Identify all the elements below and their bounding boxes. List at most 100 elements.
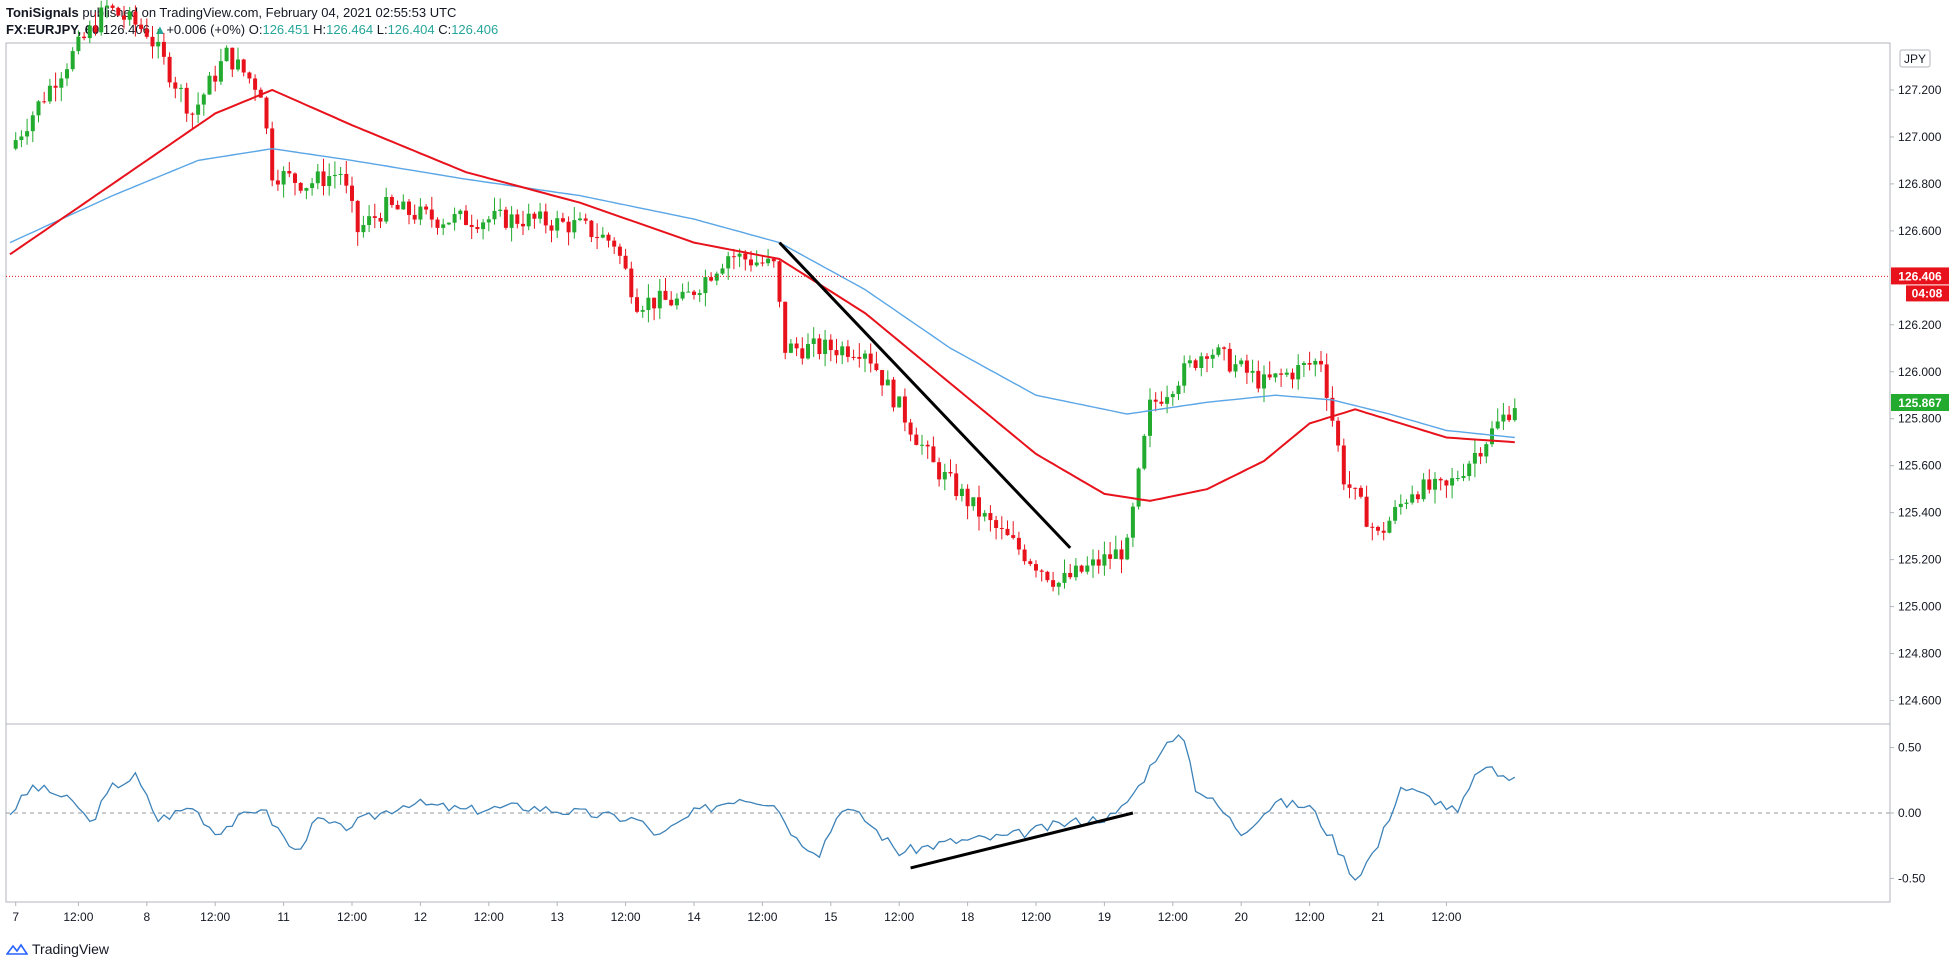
- candle: [207, 71, 212, 95]
- last-price-badge: 126.406 04:08: [1891, 267, 1949, 302]
- candle: [264, 96, 269, 135]
- candle: [595, 223, 600, 250]
- low-label: L:: [376, 22, 388, 37]
- candle: [640, 305, 645, 318]
- candle: [1478, 447, 1483, 465]
- candle: [1062, 559, 1067, 589]
- candle: [304, 187, 309, 200]
- candle: [1034, 560, 1038, 578]
- candle: [503, 206, 508, 230]
- candle: [908, 418, 913, 442]
- candle: [714, 271, 719, 286]
- candle: [1284, 368, 1289, 377]
- candle: [82, 31, 87, 41]
- candle: [629, 261, 634, 304]
- candle: [999, 516, 1004, 540]
- candle: [1125, 533, 1130, 561]
- candle: [270, 121, 275, 187]
- candle: [612, 237, 617, 254]
- open-label: O:: [248, 22, 263, 37]
- price-tick-label: 125.400: [1898, 506, 1942, 520]
- candle: [806, 333, 810, 360]
- symbol-label[interactable]: FX:EURJPY, 60: [6, 22, 100, 37]
- candle: [1028, 558, 1033, 567]
- slow-moving-average-line: [9, 147, 1515, 439]
- candle: [87, 20, 92, 44]
- candle: [201, 92, 206, 116]
- candle: [560, 212, 565, 223]
- price-tick-label: 126.200: [1898, 318, 1942, 332]
- candle: [1239, 358, 1244, 367]
- candle: [1330, 386, 1335, 427]
- candle: [1187, 355, 1192, 368]
- candle: [1205, 353, 1209, 373]
- price-axis[interactable]: 127.200 127.000 126.800 126.600 126.200 126.0…: [1890, 83, 1942, 708]
- candle: [1427, 469, 1432, 494]
- candle: [224, 45, 229, 62]
- candle: [179, 84, 183, 103]
- oscillator-axis[interactable]: 0.50 0.00 -0.50: [1890, 741, 1926, 886]
- chart-header: ToniSignals published on TradingView.com…: [6, 4, 498, 38]
- candle: [1119, 540, 1124, 574]
- price-tick-label: 125.000: [1898, 600, 1942, 614]
- candle: [367, 205, 372, 233]
- candle: [247, 71, 252, 84]
- candle: [1016, 531, 1021, 555]
- time-tick-label: 14: [687, 910, 701, 924]
- candle: [982, 510, 987, 522]
- candle: [327, 163, 332, 196]
- candle: [42, 91, 47, 104]
- candle: [817, 334, 822, 360]
- time-tick-label: 12:00: [747, 910, 777, 924]
- candle: [99, 0, 104, 36]
- candle: [1307, 351, 1312, 371]
- candle: [971, 497, 976, 511]
- currency-box[interactable]: [1899, 49, 1931, 68]
- candle: [1216, 344, 1221, 357]
- candle: [161, 32, 166, 65]
- candle: [76, 30, 81, 55]
- footer-brand[interactable]: TradingView: [6, 941, 109, 957]
- author-name[interactable]: ToniSignals: [6, 5, 79, 20]
- candle: [213, 65, 218, 92]
- candle: [686, 281, 691, 293]
- price-trendline[interactable]: [778, 241, 1072, 549]
- candle: [1244, 354, 1249, 385]
- candle: [1376, 525, 1380, 536]
- candle: [418, 198, 423, 226]
- oscillator-trendline[interactable]: [910, 811, 1134, 870]
- candle: [424, 204, 429, 215]
- candle: [167, 52, 172, 88]
- price-tick-label: 124.600: [1898, 694, 1942, 708]
- candle: [1250, 359, 1255, 383]
- candle: [1358, 485, 1363, 499]
- candle: [122, 5, 126, 29]
- candle: [481, 219, 486, 240]
- candle: [555, 210, 560, 239]
- candle: [538, 202, 543, 224]
- candle: [1005, 520, 1010, 536]
- candle: [1301, 361, 1306, 378]
- candle: [1455, 470, 1460, 482]
- time-tick-label: 12:00: [611, 910, 641, 924]
- candle: [674, 293, 679, 310]
- candle: [173, 76, 178, 99]
- candle: [1450, 468, 1455, 499]
- candle: [606, 232, 611, 248]
- candle: [720, 263, 725, 276]
- candle: [663, 277, 668, 301]
- time-axis[interactable]: 7 12:00 8 12:00 11 12:00 12 12:00 13 12:00 14 12:00…: [12, 902, 1462, 924]
- time-tick-label: 12:00: [200, 910, 230, 924]
- candle: [726, 251, 731, 280]
- time-tick-label: 12:00: [884, 910, 914, 924]
- candle: [1256, 360, 1261, 393]
- candle: [139, 18, 144, 33]
- candle: [1222, 346, 1227, 361]
- candle: [566, 216, 571, 246]
- candle: [920, 434, 924, 455]
- time-tick-label: 12:00: [1431, 910, 1461, 924]
- candle: [1199, 352, 1204, 377]
- candle: [190, 112, 195, 129]
- candle: [1347, 471, 1352, 499]
